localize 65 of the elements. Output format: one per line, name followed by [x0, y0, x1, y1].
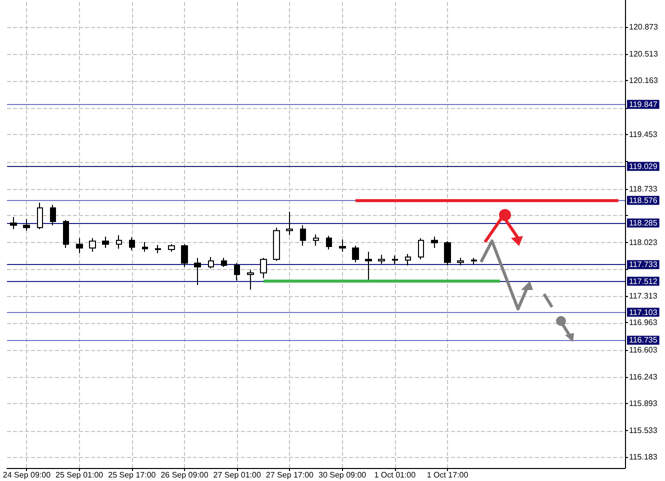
y-tick-label: 120.163: [629, 76, 658, 86]
y-tick-label: 115.183: [629, 452, 658, 462]
y-tick-label: 115.893: [629, 399, 658, 408]
candlestick: [63, 220, 69, 248]
x-tick-label: 25 Sep 17:00: [108, 470, 156, 480]
candlestick: [313, 234, 319, 246]
candlestick: [208, 256, 214, 269]
y-tick-label: 120.513: [629, 50, 658, 59]
y-tick-label: 116.963: [629, 318, 658, 328]
x-tick-label: 25 Sep 01:00: [56, 470, 104, 480]
x-tick-label: 30 Sep 09:00: [318, 470, 367, 480]
y-tick-label: 120.873: [629, 22, 658, 32]
y-tick-label: 116.243: [629, 372, 658, 382]
candlestick: [300, 224, 306, 246]
ref-line-label: 117.512: [629, 276, 658, 286]
candlestick: [326, 235, 332, 250]
candlestick: [142, 241, 148, 252]
candlestick: [168, 244, 175, 252]
candlestick: [234, 262, 240, 281]
candlestick: [260, 257, 267, 279]
ref-line-label: 116.735: [629, 336, 658, 345]
candlestick: [155, 244, 161, 254]
candlestick: [37, 202, 43, 230]
ref-line-label: 117.103: [629, 308, 658, 317]
candlestick: [50, 204, 56, 226]
candlestick: [102, 236, 109, 248]
candlestick: [392, 255, 398, 264]
candlestick: [247, 269, 254, 290]
candlestick: [444, 240, 451, 266]
x-tick-label: 27 Sep 17:00: [266, 470, 314, 480]
y-tick-label: 118.023: [629, 238, 658, 247]
candlestick: [457, 257, 464, 266]
candlestick: [181, 244, 188, 268]
candlestick: [471, 257, 477, 266]
candlestick: [431, 236, 438, 248]
x-tick-label: 1 Oct 01:00: [374, 470, 416, 480]
x-tick-label: 24 Sep 09:00: [2, 470, 52, 480]
y-tick-label: 117.313: [629, 292, 658, 301]
candlestick: [23, 218, 30, 232]
candlestick: [273, 227, 280, 262]
candlestick: [89, 238, 96, 252]
ref-line-label: 118.285: [629, 218, 658, 228]
candlestick: [221, 257, 227, 268]
ref-line-label: 118.576: [629, 196, 658, 205]
candlestick: [116, 234, 122, 250]
x-tick-label: 27 Sep 01:00: [213, 470, 262, 480]
y-tick-label: 119.453: [629, 130, 658, 139]
candlestick: [352, 245, 359, 263]
candlestick: [194, 257, 201, 286]
candlestick: [405, 254, 411, 266]
candlestick: [339, 239, 346, 252]
candlestick: [418, 238, 424, 260]
x-tick-label: 26 Sep 09:00: [160, 470, 209, 480]
candlestick: [10, 216, 17, 230]
candlestick: [76, 238, 83, 254]
ref-line-label: 119.029: [629, 162, 658, 171]
candlestick: [129, 236, 135, 251]
x-tick-label: 1 Oct 17:00: [426, 470, 469, 480]
candlestick: [286, 211, 293, 236]
y-tick-label: 118.733: [629, 184, 658, 194]
candlestick: [378, 254, 385, 264]
ref-line-label: 119.847: [629, 100, 658, 109]
y-tick-label: 116.603: [629, 345, 658, 354]
y-tick-label: 115.533: [629, 426, 658, 436]
ref-line-label: 117.733: [629, 260, 658, 270]
